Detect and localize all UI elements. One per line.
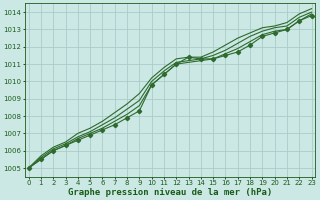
X-axis label: Graphe pression niveau de la mer (hPa): Graphe pression niveau de la mer (hPa) bbox=[68, 188, 272, 197]
